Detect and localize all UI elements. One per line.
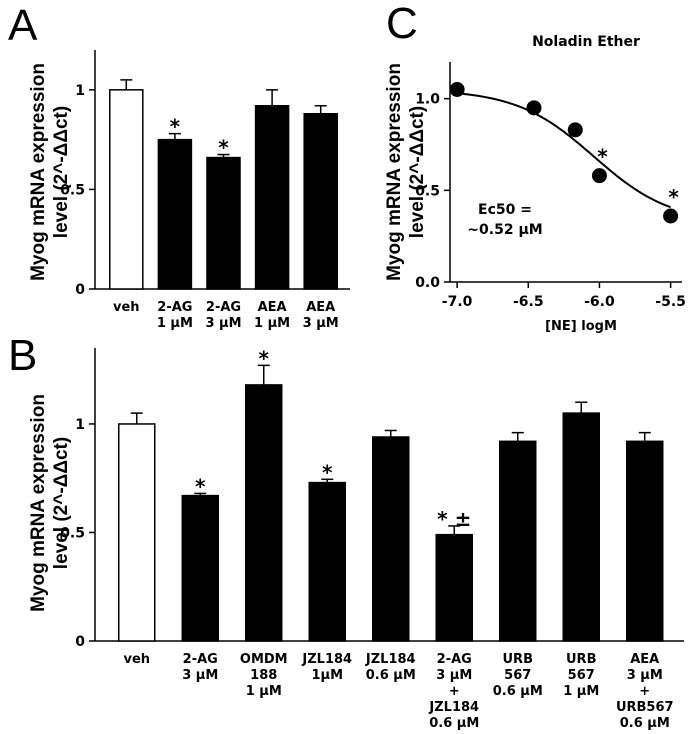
- chart-b-category-label: veh: [123, 652, 150, 667]
- chart-b-category-label: OMDM: [240, 652, 288, 667]
- panel-letter-c: C: [386, 0, 418, 48]
- chart-c-fit-curve: [457, 92, 671, 209]
- chart-b-category-label: 567: [568, 668, 595, 683]
- chart-b-bar: [308, 481, 346, 642]
- chart-a-category-label: 1 µM: [157, 316, 193, 331]
- chart-a-bar: [157, 138, 193, 290]
- chart-b-ylabel-line1: Myog mRNA expression: [28, 394, 49, 612]
- chart-b-category-label: AEA: [630, 652, 659, 667]
- chart-a-ytick-label: 0.5: [60, 182, 85, 198]
- panel-letter-a: A: [8, 1, 38, 50]
- chart-b-category-label: JZL184: [365, 652, 416, 667]
- chart-b-category-label: 2-AG: [183, 652, 218, 667]
- chart-b-category-label: JZL184: [428, 700, 479, 715]
- chart-c-ec50-line1: Ec50 =: [478, 202, 532, 218]
- chart-c-xtick-label: -5.5: [655, 294, 686, 310]
- chart-a-category-label: AEA: [306, 300, 335, 315]
- chart-b-bar: [118, 423, 156, 642]
- chart-b-category-label: 1 µM: [246, 684, 282, 699]
- chart-b-category-label: 0.6 µM: [493, 684, 543, 699]
- chart-a-ytick-label: 0: [75, 282, 85, 298]
- chart-b-ylabel-line2: level (2^-ΔΔct): [51, 437, 72, 569]
- chart-b-significance-mark: * ±: [437, 507, 471, 531]
- chart-a-bar: [109, 89, 144, 290]
- chart-b-significance-mark: *: [195, 474, 206, 498]
- chart-b-category-label: JZL184: [301, 652, 352, 667]
- chart-c-data-point: [567, 122, 583, 138]
- chart-a-bar: [254, 105, 290, 290]
- chart-b-category-label: +: [449, 684, 460, 699]
- chart-a-category-label: veh: [113, 300, 140, 315]
- chart-b-category-label: 3 µM: [627, 668, 663, 683]
- chart-c-xtick-label: -7.0: [442, 294, 473, 310]
- chart-b: Myog mRNA expression level (2^-ΔΔct) 0 0.…: [28, 346, 684, 731]
- chart-a: Myog mRNA expression level (2^-ΔΔct) 0 0.…: [28, 50, 350, 331]
- chart-c-ylabel-line1: Myog mRNA expression: [384, 63, 405, 281]
- chart-b-category-label: 1 µM: [563, 684, 599, 699]
- chart-a-category-label: 3 µM: [303, 316, 339, 331]
- chart-a-bar: [206, 156, 241, 290]
- chart-b-category-label: URB: [503, 652, 533, 667]
- chart-a-category-label: 1 µM: [254, 316, 290, 331]
- chart-b-category-label: 0.6 µM: [366, 668, 416, 683]
- chart-a-significance-mark: *: [218, 136, 229, 160]
- chart-c-ytick-label: 0.0: [415, 275, 440, 291]
- chart-c-data-point: [449, 82, 465, 97]
- chart-b-bar: [181, 494, 219, 642]
- chart-b-bar: [245, 384, 283, 642]
- chart-a-category-label: 3 µM: [205, 316, 241, 331]
- chart-b-bar: [435, 533, 473, 642]
- chart-c: Noladin Ether Myog mRNA expression level…: [384, 34, 686, 334]
- chart-c-significance-mark: *: [668, 185, 679, 209]
- chart-c-data-point: [591, 168, 607, 184]
- chart-b-bar: [499, 440, 537, 642]
- chart-b-category-label: URB: [566, 652, 596, 667]
- chart-b-category-label: 2-AG: [437, 652, 472, 667]
- chart-b-bar: [626, 440, 664, 642]
- chart-c-xtick-label: -6.0: [584, 294, 615, 310]
- chart-b-significance-mark: *: [322, 460, 333, 484]
- chart-b-category-label: 188: [250, 668, 277, 683]
- chart-c-data-point: [663, 208, 679, 224]
- chart-b-significance-mark: *: [259, 346, 270, 370]
- chart-c-xtick-label: -6.5: [513, 294, 544, 310]
- chart-b-ytick-label: 0.5: [60, 525, 85, 541]
- chart-a-category-label: AEA: [258, 300, 287, 315]
- chart-a-significance-mark: *: [170, 115, 181, 139]
- chart-b-category-label: 3 µM: [182, 668, 218, 683]
- chart-a-category-label: 2-AG: [206, 300, 241, 315]
- chart-a-bar: [303, 112, 338, 290]
- panel-letter-b: B: [8, 331, 37, 380]
- chart-c-significance-mark: *: [597, 145, 608, 169]
- chart-b-category-label: 1µM: [311, 668, 343, 683]
- chart-a-category-label: 2-AG: [157, 300, 192, 315]
- chart-b-bar: [562, 412, 600, 642]
- chart-b-ytick-label: 1: [75, 417, 85, 433]
- chart-b-category-label: URB567: [616, 700, 674, 715]
- chart-c-title: Noladin Ether: [532, 34, 640, 50]
- chart-c-data-point: [526, 100, 542, 116]
- chart-b-bar: [372, 436, 410, 642]
- chart-c-ytick-label: 0.5: [415, 183, 440, 199]
- chart-b-category-label: +: [639, 684, 650, 699]
- chart-c-ylabel-line2: level (2^-ΔΔct): [407, 106, 428, 238]
- chart-b-category-label: 567: [504, 668, 531, 683]
- chart-c-ytick-label: 1.0: [415, 92, 440, 108]
- chart-c-ec50-line2: ~0.52 µM: [467, 222, 542, 238]
- chart-a-ylabel-line1: Myog mRNA expression: [28, 63, 49, 281]
- chart-b-ytick-label: 0: [75, 634, 85, 650]
- chart-b-category-label: 0.6 µM: [620, 716, 670, 731]
- chart-b-category-label: 0.6 µM: [429, 716, 479, 731]
- chart-a-ytick-label: 1: [75, 83, 85, 99]
- chart-c-xlabel: [NE] logM: [545, 319, 617, 334]
- chart-b-category-label: 3 µM: [436, 668, 472, 683]
- chart-a-ylabel-line2: level (2^-ΔΔct): [51, 106, 72, 238]
